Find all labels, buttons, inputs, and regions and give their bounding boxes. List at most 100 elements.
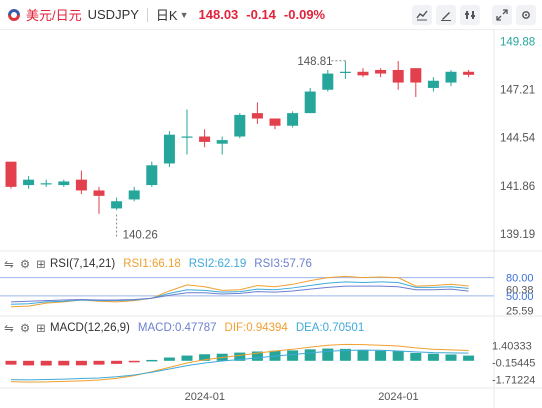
symbol-code: USDJPY xyxy=(87,7,139,22)
chart-canvas[interactable]: 148.81 140.26 149.88 147.21 144.54 141.86 139… xyxy=(0,30,542,408)
macd-bar xyxy=(146,359,158,362)
grid-lines xyxy=(0,30,542,408)
macd-bar xyxy=(304,349,316,361)
price-change: -0.14 xyxy=(246,7,276,22)
macd-bar xyxy=(5,360,17,365)
candlestick-series xyxy=(5,60,475,214)
divider xyxy=(146,7,148,22)
macd-bar xyxy=(58,360,70,366)
candle-down xyxy=(410,68,422,83)
macd-bar xyxy=(75,360,87,366)
macd-bar xyxy=(392,350,404,361)
rsi-line-2 xyxy=(10,281,469,305)
rsi-line-3 xyxy=(10,285,469,303)
price-tick-label: 147.21 xyxy=(500,85,535,97)
expand-icon[interactable] xyxy=(492,5,512,25)
macd-bar xyxy=(163,357,175,361)
candle-up xyxy=(445,71,457,83)
candle-up xyxy=(234,114,246,137)
candle-up xyxy=(146,165,158,186)
date-tick-label: 2024-01 xyxy=(185,391,225,403)
candle-up xyxy=(339,71,351,73)
macd-bar xyxy=(111,360,123,364)
last-price: 148.03 xyxy=(198,7,239,22)
dif-value: DIF:0.94394 xyxy=(224,322,288,334)
macd-bar xyxy=(322,348,334,361)
candle-up xyxy=(427,80,439,88)
candle-up xyxy=(181,136,193,138)
macd-bar xyxy=(375,350,387,361)
candle-up xyxy=(287,113,299,126)
period-selector[interactable]: 日K xyxy=(155,8,178,23)
price-annotations: 148.81 140.26 xyxy=(116,56,346,242)
candle-down xyxy=(269,118,281,126)
rsi2-value: RSI2:62.19 xyxy=(188,258,247,270)
dea-line xyxy=(10,349,469,381)
candle-up xyxy=(163,134,175,164)
macd-panel: 1.40333 -0.15445 -1.71224 xyxy=(0,340,542,389)
time-axis: 2024-01 2024-01 xyxy=(185,391,419,403)
macd-bar xyxy=(199,354,211,361)
toolbar xyxy=(412,5,536,25)
rsi-name[interactable]: RSI(7,14,21) xyxy=(50,258,116,270)
rsi-tick-label: 25.59 xyxy=(506,306,534,318)
macd-tick-label: -0.15445 xyxy=(492,358,535,370)
macd-tick-label: 1.40333 xyxy=(492,340,532,352)
macd-bar xyxy=(251,351,263,361)
macd-bar xyxy=(93,360,105,365)
settings-gear-icon[interactable] xyxy=(516,5,536,25)
macd-bar xyxy=(287,350,299,361)
candle-down xyxy=(251,113,263,119)
rsi-tick-label: 60.38 xyxy=(506,285,534,297)
candle-up xyxy=(216,140,228,144)
settings-icon[interactable] xyxy=(460,5,480,25)
candle-down xyxy=(392,69,404,83)
collapse-icon[interactable]: ⇋ xyxy=(4,259,14,271)
candle-down xyxy=(375,69,387,74)
draw-icon[interactable] xyxy=(436,5,456,25)
high-annotation: 148.81 xyxy=(297,56,332,68)
settings-icon[interactable]: ⚙ xyxy=(19,259,31,271)
settings-icon[interactable]: ⚙ xyxy=(19,323,31,335)
rsi-tick-label: 50.00 xyxy=(506,291,534,303)
pair-name[interactable]: 美元/日元 xyxy=(26,8,82,23)
chevron-down-icon[interactable]: ▼ xyxy=(179,9,189,20)
macd-bar xyxy=(234,352,246,361)
candle-down xyxy=(463,71,475,75)
price-change-pct: -0.09% xyxy=(283,7,326,22)
collapse-icon[interactable]: ⇋ xyxy=(4,323,14,335)
rsi1-value: RSI1:66.18 xyxy=(123,258,181,270)
macd-header: ⇋ ⚙ ⊞ MACD(12,26,9) MACD:0.47787 DIF:0.9… xyxy=(0,318,364,338)
macd-bar xyxy=(40,360,52,366)
macd-bar xyxy=(357,349,369,361)
candle-down xyxy=(199,136,211,142)
candle-up xyxy=(322,73,334,90)
macd-bar xyxy=(128,360,140,363)
macd-bar xyxy=(427,353,439,361)
macd-bar xyxy=(181,355,193,361)
macd-bar xyxy=(463,355,475,361)
macd-name[interactable]: MACD(12,26,9) xyxy=(50,322,130,334)
price-tick-label: 141.86 xyxy=(500,181,535,193)
macd-bar xyxy=(339,348,351,361)
rsi3-value: RSI3:57.76 xyxy=(254,258,312,270)
price-tick-label: 149.88 xyxy=(500,37,535,49)
candle-down xyxy=(93,190,105,196)
candle-up xyxy=(58,181,70,186)
candle-down xyxy=(357,71,369,76)
candle-down xyxy=(5,161,17,187)
price-axis: 149.88 147.21 144.54 141.86 139.19 xyxy=(500,37,536,241)
chart-mode-icon[interactable] xyxy=(412,5,432,25)
add-indicator-icon[interactable]: ⊞ xyxy=(36,323,46,335)
dea-value: DEA:0.70501 xyxy=(295,322,365,334)
candle-up xyxy=(111,201,123,209)
candle-up xyxy=(128,190,140,200)
macd-bar xyxy=(410,352,422,361)
candle-up xyxy=(40,183,52,185)
add-indicator-icon[interactable]: ⊞ xyxy=(36,259,46,271)
dif-line xyxy=(10,343,469,383)
macd-value: MACD:0.47787 xyxy=(137,322,217,334)
macd-bar xyxy=(23,360,35,366)
macd-tick-label: -1.71224 xyxy=(492,375,535,387)
